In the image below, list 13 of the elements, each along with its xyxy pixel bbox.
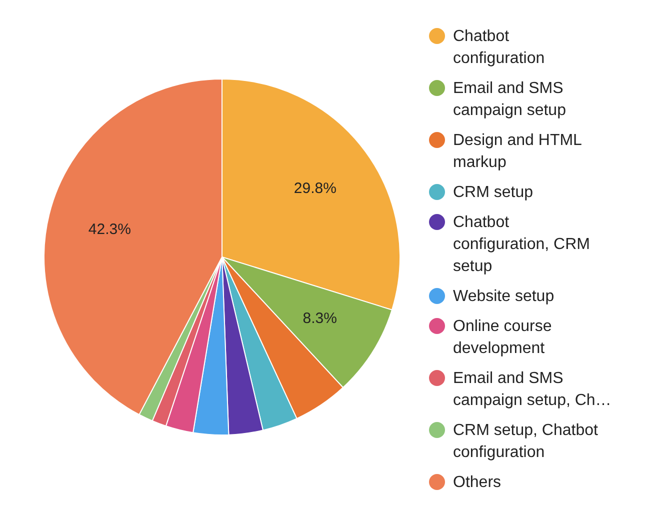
data-label: 42.3% <box>88 220 131 238</box>
data-label: 8.3% <box>302 310 337 328</box>
legend-label: Website setup <box>453 288 554 304</box>
legend-label: CRM setup <box>453 184 534 200</box>
legend-label: CRM setup, Chatbot configuration <box>453 422 599 460</box>
data-label: 29.8% <box>294 180 336 197</box>
legend-label: Online course development <box>453 318 552 356</box>
legend-label: Design and HTML markup <box>453 132 582 170</box>
legend-label: Email and SMS campaign setup <box>453 80 566 118</box>
legend-label: Chatbot configuration <box>453 28 545 66</box>
legend-label: Others <box>453 474 502 490</box>
legend-label: Chatbot configuration, CRM setup <box>453 214 590 274</box>
legend-label: Email and SMS campaign setup, Ch… <box>453 370 612 408</box>
